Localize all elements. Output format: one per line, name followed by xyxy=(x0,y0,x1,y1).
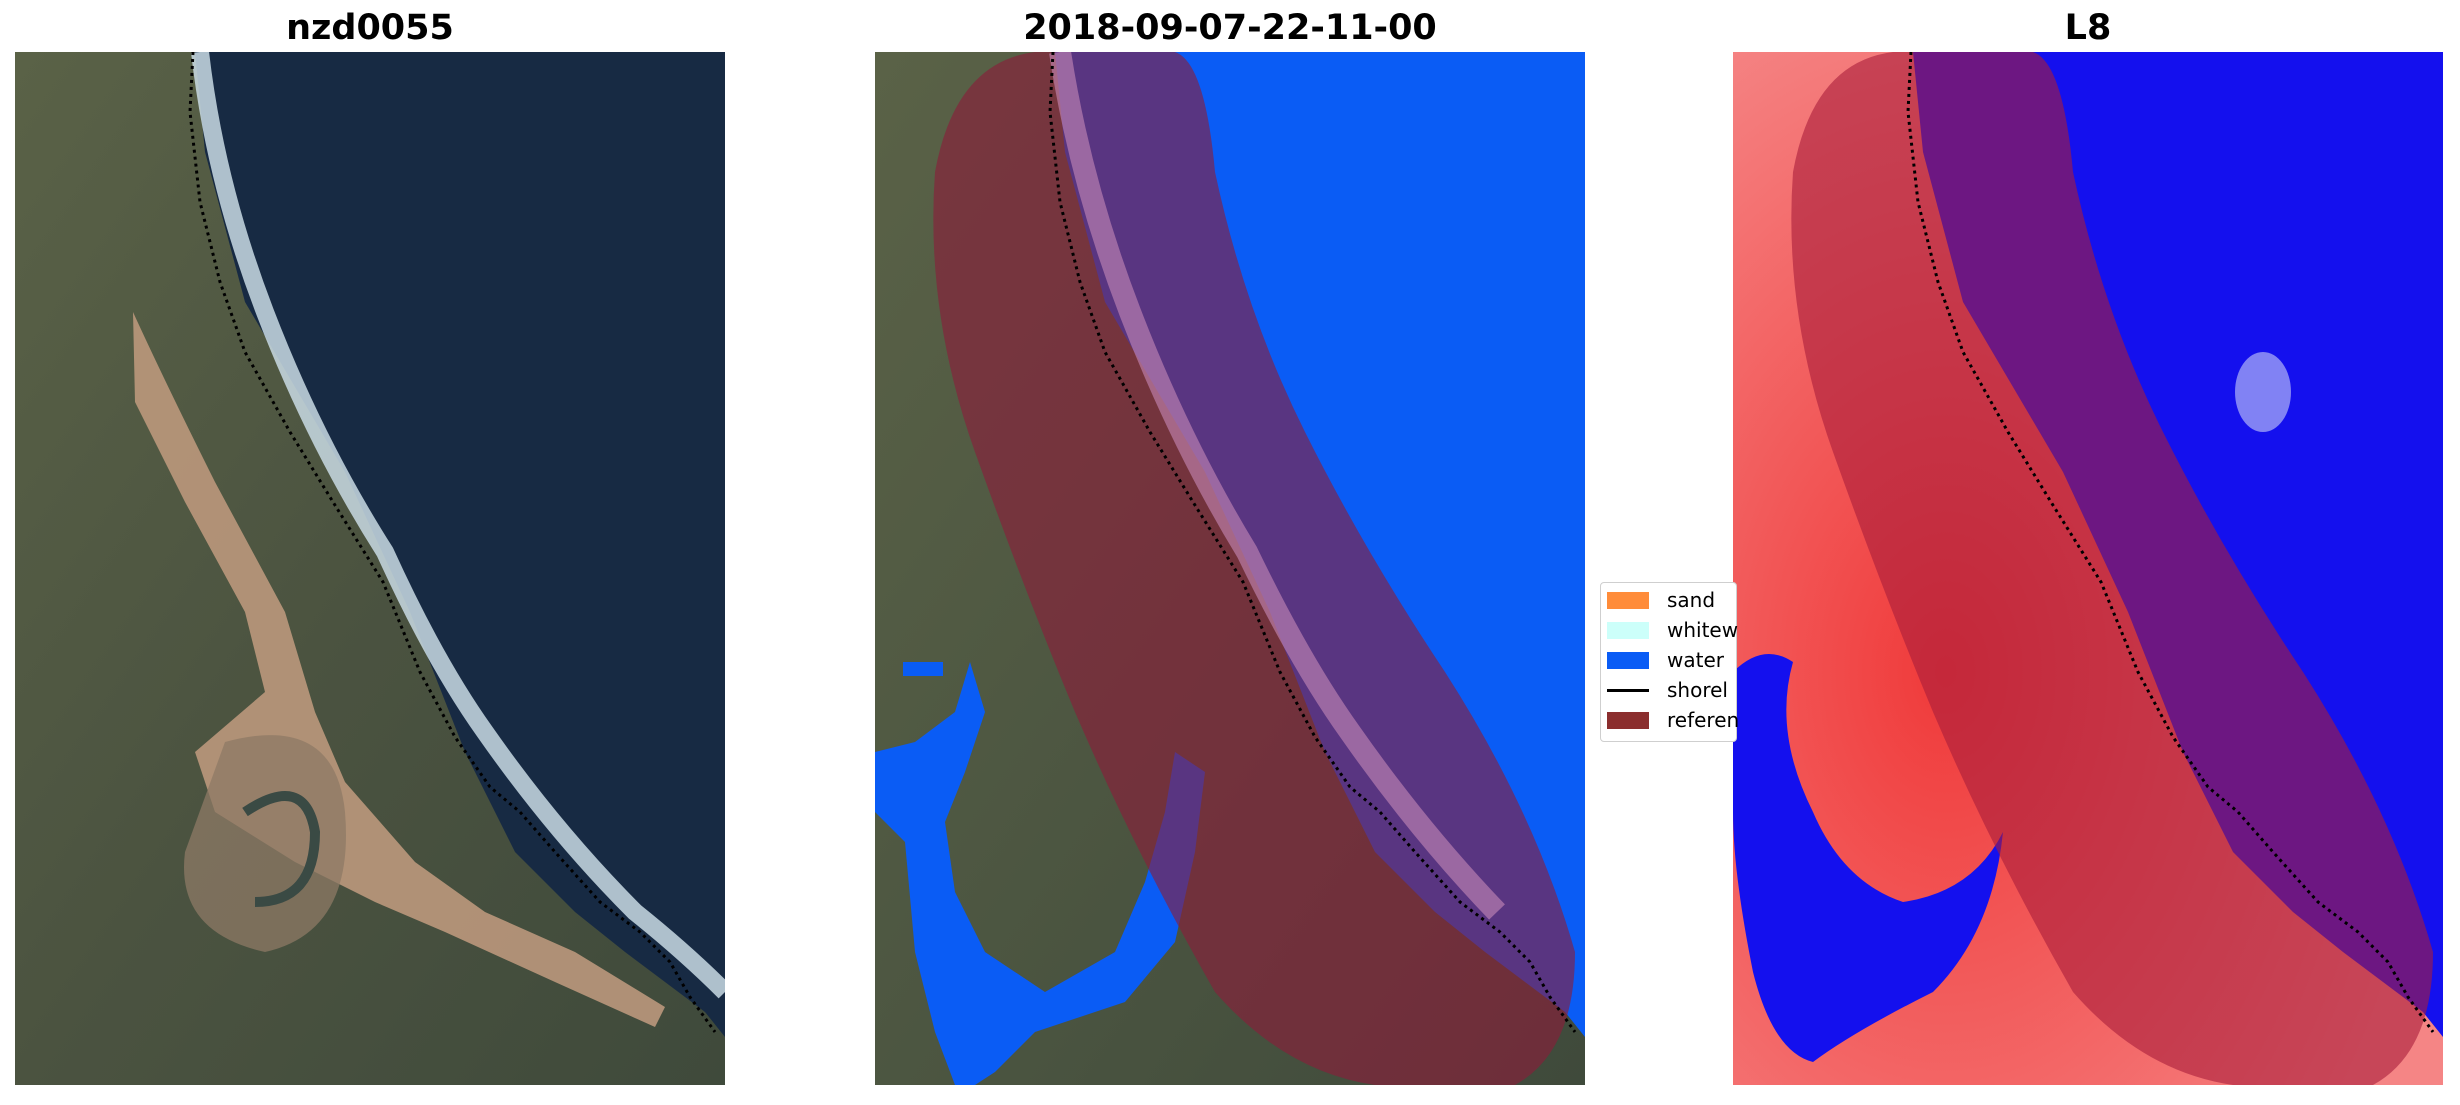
river-channel xyxy=(242,791,321,907)
classified-water-pond xyxy=(903,662,943,676)
legend-label: whitew xyxy=(1667,618,1739,642)
rgb-satellite-image xyxy=(15,52,725,1085)
cloud-patch xyxy=(2235,352,2291,432)
inland-water-negative-index xyxy=(1733,654,2003,1062)
panel-title-index: L8 xyxy=(2064,8,2112,48)
sand-swatch xyxy=(1607,592,1649,609)
legend: sand whitew water shorel referen xyxy=(1600,582,1740,742)
water-index-image xyxy=(1733,52,2443,1085)
reference-shoreline xyxy=(188,52,717,1033)
estuary-flats xyxy=(184,735,346,952)
land-region xyxy=(15,52,725,1085)
reference-shoreline xyxy=(1048,52,1577,1033)
whitewater-swatch xyxy=(1607,622,1649,639)
reference-swatch xyxy=(1607,712,1649,729)
reference-shoreline xyxy=(1906,52,2435,1033)
panel-title-classified: 2018-09-07-22-11-00 xyxy=(1023,8,1437,48)
water-swatch xyxy=(1607,652,1649,669)
reference-buffer xyxy=(1791,52,2433,1085)
legend-label: shorel xyxy=(1667,678,1728,702)
legend-label: sand xyxy=(1667,588,1716,612)
surf-zone xyxy=(191,52,725,999)
panel-title-rgb: nzd0055 xyxy=(286,8,454,48)
legend-label: referen xyxy=(1667,708,1740,732)
classified-water-inland xyxy=(875,662,1205,1085)
legend-label: water xyxy=(1667,648,1724,672)
classified-whitewater xyxy=(1049,52,1505,920)
sand-beach xyxy=(133,312,665,1027)
shoreline-line-swatch xyxy=(1607,689,1649,692)
classified-image xyxy=(875,52,1585,1085)
